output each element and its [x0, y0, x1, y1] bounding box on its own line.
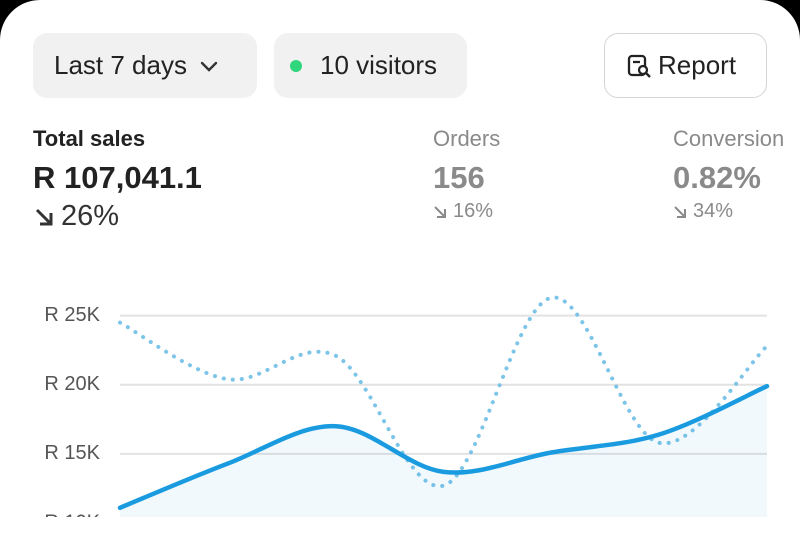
- metric-label: Total sales: [33, 126, 146, 151]
- metric-change-text: 16%: [453, 200, 494, 222]
- y-tick-label: R 25K: [44, 304, 100, 326]
- metric-change-text: 26%: [61, 200, 120, 232]
- metric-total-sales[interactable]: Total sales R 107,041.1 26%: [33, 126, 202, 233]
- line: [117, 383, 770, 511]
- metric-value: 156: [433, 160, 485, 195]
- metric-change: 26%: [33, 200, 202, 233]
- visitors-text: 10 visitors: [320, 50, 438, 80]
- metric-value: R 107,041.1: [33, 160, 202, 195]
- metric-change: 16%: [433, 200, 500, 223]
- y-tick-label: R 20K: [44, 373, 100, 395]
- down-arrow-icon: [674, 205, 686, 218]
- metric-change: 34%: [673, 200, 784, 223]
- chart: R 10K R 15K R 20K R 25K: [44, 295, 770, 517]
- line: [118, 295, 769, 488]
- date-range-button[interactable]: Last 7 days: [33, 33, 257, 98]
- report-button[interactable]: Report: [604, 33, 767, 98]
- y-tick-label: R 10K: [44, 511, 100, 517]
- metric-conversion[interactable]: Conversion 0.82% 34%: [673, 126, 784, 223]
- live-dot: [290, 59, 302, 72]
- metric-change-text: 34%: [693, 200, 734, 222]
- date-range-text: Last 7 days: [54, 50, 187, 80]
- metric-label: Orders: [433, 126, 501, 151]
- metric-orders[interactable]: Orders 156 16%: [433, 126, 500, 223]
- metric-value: 0.82%: [673, 160, 761, 195]
- metric-label: Conversion: [673, 126, 785, 151]
- report-icon: [627, 54, 651, 78]
- area: [120, 386, 767, 517]
- y-tick-label: R 15K: [44, 442, 100, 464]
- down-arrow-icon: [35, 208, 53, 225]
- chevron-icon: [200, 61, 218, 72]
- report-text: Report: [658, 50, 737, 80]
- visitors-button[interactable]: 10 visitors: [274, 33, 467, 98]
- down-arrow-icon: [434, 205, 446, 218]
